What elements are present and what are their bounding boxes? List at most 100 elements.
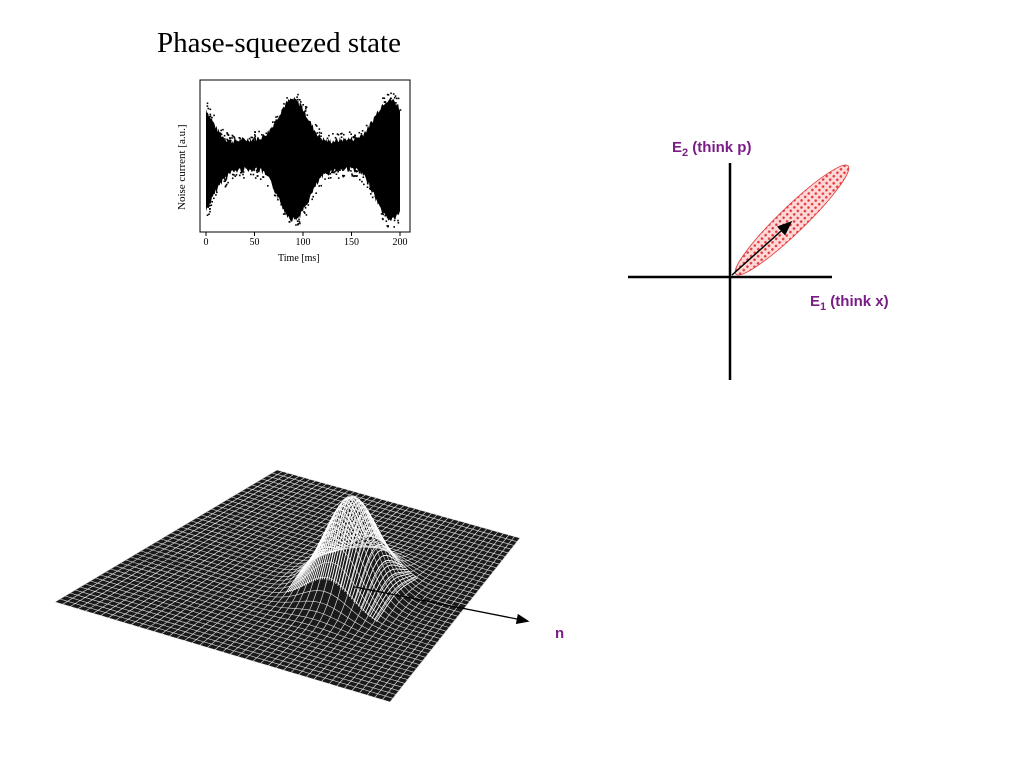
mesh-line <box>271 472 518 542</box>
noise-speckle <box>387 94 390 96</box>
noise-speckle <box>298 221 301 223</box>
noise-speckle <box>335 173 338 175</box>
noise-speckle <box>209 113 212 116</box>
noise-speckle <box>342 169 344 171</box>
noise-speckle <box>233 136 235 138</box>
noise-speckle <box>328 134 330 137</box>
noise-speckle <box>326 137 329 140</box>
noise-speckle <box>395 102 397 104</box>
mesh-line <box>90 580 411 677</box>
mesh-line <box>55 601 391 703</box>
noise-speckle <box>311 198 313 201</box>
plot-ylabel: Noise current [a.u.] <box>176 124 188 210</box>
noise-speckle <box>383 101 386 103</box>
noise-speckle <box>209 210 211 213</box>
noise-speckle <box>223 180 226 183</box>
noise-speckle <box>280 204 282 206</box>
noise-speckle <box>253 137 256 139</box>
noise-speckle <box>299 103 302 105</box>
noise-speckle <box>226 132 228 134</box>
noise-speckle <box>225 183 228 186</box>
noise-speckle <box>209 115 212 118</box>
noise-speckle <box>343 133 345 136</box>
peak-line <box>373 575 417 621</box>
noise-speckle <box>315 192 317 194</box>
noise-speckle <box>396 104 398 106</box>
noise-speckle <box>240 171 242 174</box>
noise-speckle <box>259 178 262 180</box>
mesh-line <box>256 481 509 554</box>
n-axis-arrow <box>354 586 530 625</box>
peak-line <box>369 572 412 618</box>
noise-speckle <box>339 169 341 171</box>
noise-speckle <box>327 177 330 179</box>
noise-speckle <box>209 208 211 210</box>
noise-speckle <box>397 222 400 224</box>
noise-speckle <box>383 97 386 100</box>
noise-speckle <box>258 130 260 133</box>
noise-speckle <box>390 97 392 100</box>
noise-speckle <box>316 132 319 134</box>
noise-speckle <box>375 115 378 117</box>
noise-speckle <box>283 103 285 105</box>
noise-speckle <box>231 177 234 180</box>
noise-speckle <box>288 221 291 223</box>
noise-speckle <box>281 109 283 112</box>
noise-speckle <box>263 136 265 139</box>
mesh-line <box>75 589 402 688</box>
noise-speckle <box>208 213 210 215</box>
noise-speckle <box>307 204 310 206</box>
mesh-line <box>125 559 432 651</box>
noise-speckle <box>267 185 269 187</box>
peak-line <box>305 522 355 585</box>
noise-speckle <box>211 116 213 119</box>
peak-line <box>357 554 402 607</box>
noise-speckle <box>354 134 356 137</box>
noise-speckle <box>233 174 235 176</box>
mesh-line <box>100 574 417 669</box>
noise-speckle <box>320 132 323 134</box>
noise-speckle <box>397 219 399 222</box>
noise-speckle <box>334 170 336 173</box>
noise-speckle <box>242 171 245 173</box>
x-tick-label: 50 <box>250 237 260 248</box>
noise-speckle <box>350 170 352 172</box>
noise-speckle <box>298 218 300 221</box>
noise-speckle <box>276 115 279 118</box>
noise-speckle <box>359 178 361 181</box>
noise-speckle <box>354 175 356 177</box>
peak-line <box>376 577 419 622</box>
noise-speckle <box>286 97 288 99</box>
noise-speckle <box>332 133 334 135</box>
noise-speckle <box>392 99 394 102</box>
noise-speckle <box>365 124 368 127</box>
peak-line <box>360 559 404 609</box>
noise-speckle <box>355 175 357 177</box>
noise-speckle <box>356 175 358 177</box>
peak-line <box>292 546 342 592</box>
noise-speckle <box>371 196 374 199</box>
noise-speckle <box>358 131 361 134</box>
noise-speckle <box>324 178 326 180</box>
peak-line <box>364 568 408 614</box>
noise-speckle <box>300 105 303 108</box>
noise-speckle <box>254 134 256 136</box>
noise-speckle <box>227 181 229 184</box>
noise-speckle <box>335 169 337 172</box>
noise-speckle <box>256 175 259 177</box>
noise-band-fill <box>206 96 400 222</box>
noise-speckle <box>250 173 252 176</box>
noise-speckle <box>337 133 340 136</box>
noise-speckle <box>241 171 243 174</box>
noise-speckle <box>275 116 277 118</box>
mesh-line <box>105 571 420 665</box>
mesh-line <box>95 577 414 673</box>
noise-speckle <box>220 129 222 132</box>
noise-speckle <box>305 108 307 110</box>
peak-line <box>328 496 375 581</box>
noise-speckle <box>306 114 309 116</box>
noise-speckle <box>256 169 258 172</box>
noise-current-plot: Noise current [a.u.] 0 50 100 150 200 Time [… <box>176 79 411 264</box>
noise-speckle <box>353 175 355 178</box>
noise-speckle <box>382 213 385 216</box>
